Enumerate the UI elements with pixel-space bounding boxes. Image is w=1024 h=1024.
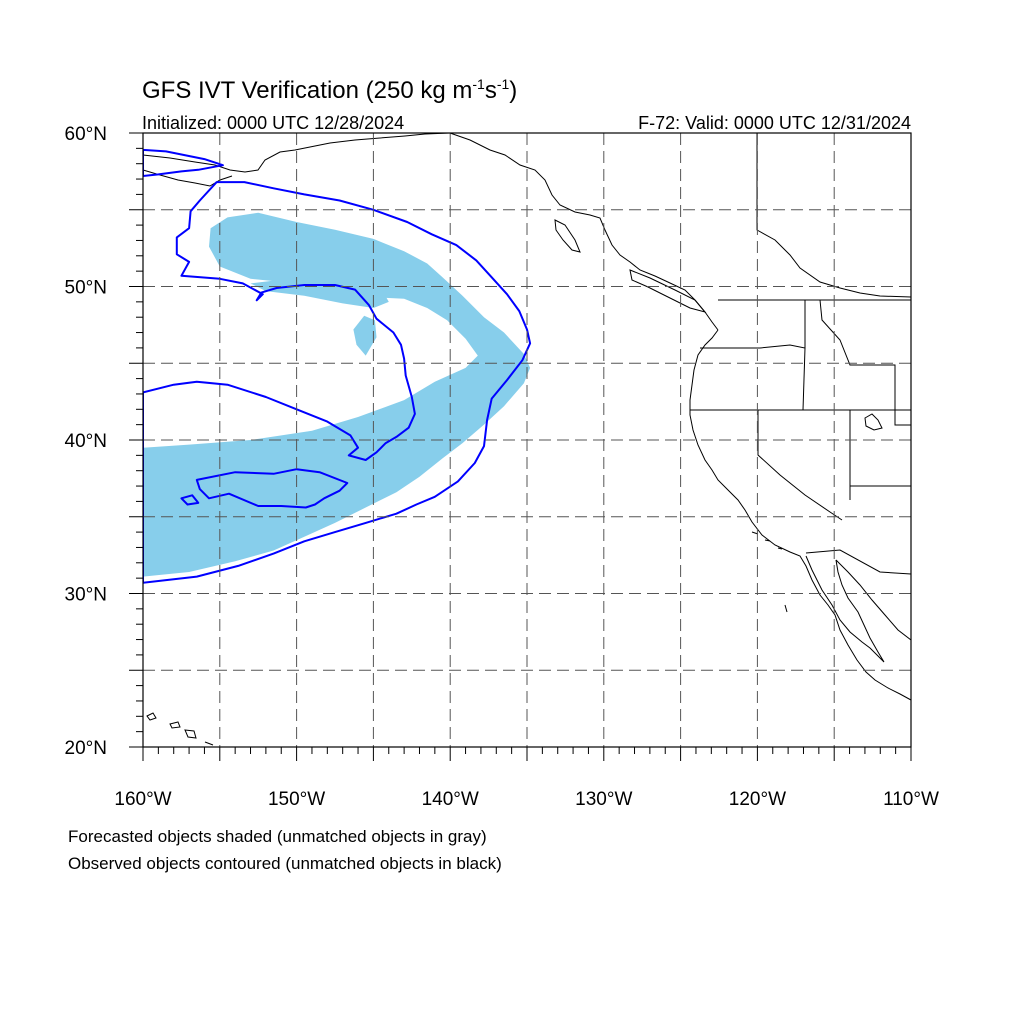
alaska-peninsula (143, 169, 233, 187)
lon-tick-label: 130°W (575, 789, 632, 810)
coastline-mexico (835, 559, 911, 641)
footnote-observed: Observed objects contoured (unmatched ob… (68, 854, 502, 873)
title-mid: s (485, 77, 497, 104)
axis-ticks (129, 132, 912, 761)
coastline-baja (805, 555, 885, 663)
lon-tick-label: 140°W (422, 789, 479, 810)
lon-tick-label: 150°W (268, 789, 325, 810)
border-us-mexico (805, 549, 911, 575)
observed-contour-large (143, 181, 532, 584)
map-title: GFS IVT Verification (250 kg m-1s-1) (142, 76, 517, 104)
island-vancouver (629, 269, 707, 313)
observed-contour-small-north (143, 148, 224, 177)
observed-contour-island (195, 468, 349, 509)
coastline-gulf-alaska (143, 133, 451, 173)
subtitle-valid: F-72: Valid: 0000 UTC 12/31/2024 (638, 113, 911, 133)
forecast-object-lobe (250, 277, 389, 308)
island-bc-1 (554, 219, 581, 253)
great-salt-lake (864, 413, 883, 431)
lat-tick-label: 40°N (65, 431, 107, 452)
border-wa-or (700, 344, 806, 411)
coastline-alaska (449, 133, 719, 331)
forecast-object-main (143, 212, 531, 577)
lat-tick-label: 30°N (65, 585, 107, 606)
hawaii-islands (146, 712, 214, 746)
border-canada-alaska (756, 133, 911, 298)
lat-tick-label: 20°N (65, 738, 107, 759)
title-sup1: -1 (472, 76, 485, 92)
border-id-mt (804, 299, 911, 426)
title-main: GFS IVT Verification (250 kg m (142, 77, 472, 104)
lat-tick-label: 60°N (65, 124, 107, 145)
subtitle-init: Initialized: 0000 UTC 12/28/2024 (142, 113, 404, 133)
footnote-forecast: Forecasted objects shaded (unmatched obj… (68, 827, 487, 846)
guadalupe-island (784, 604, 788, 613)
observed-contours (143, 148, 532, 584)
forecast-object-lobe (353, 315, 377, 356)
title-sup2: -1 (497, 76, 510, 92)
lat-tick-label: 50°N (65, 278, 107, 299)
forecast-objects (143, 212, 531, 577)
lon-tick-label: 120°W (729, 789, 786, 810)
lat-lon-grid (143, 133, 911, 747)
coastline-us-west (689, 329, 911, 701)
coastlines (143, 133, 911, 746)
lon-tick-label: 160°W (114, 789, 171, 810)
observed-contour-island-small (180, 494, 200, 506)
lon-tick-label: 110°W (883, 789, 939, 810)
axis-labels: 20°N 30°N 40°N 50°N 60°N 160°W 150°W 140°W 130°W… (65, 124, 939, 810)
border-ca-nv (757, 410, 843, 521)
title-end: ) (509, 77, 517, 104)
